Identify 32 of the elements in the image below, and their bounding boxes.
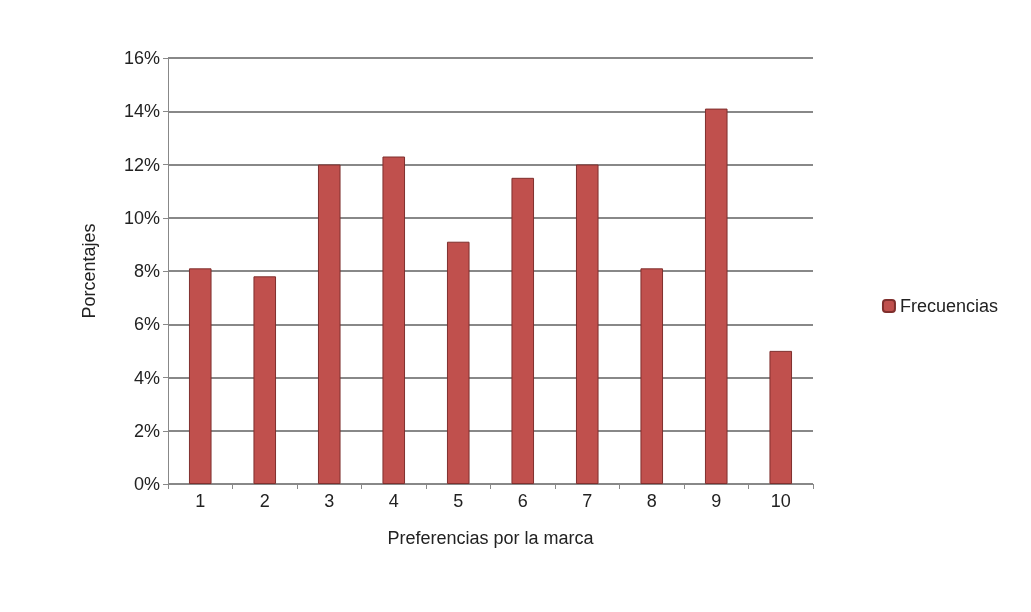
y-tick-label: 2%	[133, 420, 160, 441]
y-tick-label: 14%	[123, 101, 160, 122]
y-tick-label: 8%	[133, 261, 160, 281]
bar	[446, 241, 470, 484]
y-tick-label: 6%	[133, 314, 160, 335]
x-tick-label: 7	[582, 491, 593, 511]
x-tick-label: 2	[259, 491, 270, 511]
bar	[575, 164, 599, 484]
x-tick-label: 5	[453, 491, 464, 511]
bar	[188, 268, 212, 484]
y-axis-title: Porcentajes	[79, 223, 99, 319]
legend-label: Frecuencias	[899, 296, 998, 316]
bar	[382, 156, 406, 484]
y-tick-label: 16%	[123, 48, 160, 68]
x-axis-title: Preferencias por la marca	[387, 528, 595, 548]
bar	[769, 350, 793, 484]
bar	[704, 108, 728, 484]
x-tick-label: 8	[646, 491, 657, 511]
y-tick-label: 0%	[133, 474, 160, 494]
y-tick-label: 12%	[123, 154, 160, 175]
bar	[640, 268, 664, 484]
y-tick-label: 10%	[123, 207, 160, 228]
bar	[511, 177, 535, 484]
y-tick-label: 4%	[133, 367, 160, 388]
x-tick-label: 3	[324, 491, 335, 511]
x-tick-label: 4	[388, 491, 399, 511]
x-tick-label: 6	[517, 491, 528, 511]
bar	[317, 164, 341, 484]
x-tick-label: 10	[770, 491, 791, 511]
x-tick-label: 1	[195, 491, 206, 511]
x-tick-label: 9	[711, 491, 722, 511]
bar	[253, 276, 277, 484]
